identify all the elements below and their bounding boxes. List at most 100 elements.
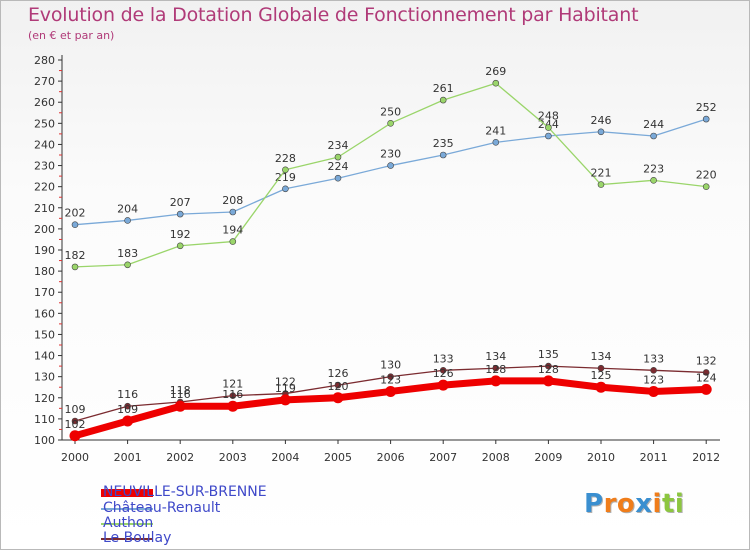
data-point bbox=[282, 185, 289, 193]
y-tick-label: 110 bbox=[34, 413, 55, 426]
y-tick-label: 100 bbox=[34, 434, 55, 447]
data-label: 250 bbox=[380, 105, 401, 118]
legend-label-le-boulay: Le Boulay bbox=[103, 530, 172, 546]
x-tick-label: 2005 bbox=[324, 451, 352, 464]
data-point bbox=[387, 120, 394, 127]
data-label: 248 bbox=[538, 110, 559, 123]
data-point bbox=[332, 392, 344, 404]
data-point bbox=[702, 115, 710, 123]
logo-letter: t bbox=[661, 489, 675, 519]
x-tick-label: 2012 bbox=[692, 451, 720, 464]
data-label: 194 bbox=[222, 224, 243, 237]
data-point bbox=[71, 263, 79, 271]
data-point bbox=[439, 151, 447, 159]
data-point bbox=[650, 132, 657, 140]
x-tick-label: 2003 bbox=[219, 451, 247, 464]
data-point bbox=[122, 415, 134, 427]
data-point bbox=[124, 402, 131, 410]
data-label: 135 bbox=[538, 348, 559, 361]
data-label: 202 bbox=[65, 207, 86, 220]
y-tick-label: 180 bbox=[34, 265, 55, 278]
data-label: 244 bbox=[643, 118, 664, 131]
x-tick-label: 2006 bbox=[377, 451, 405, 464]
data-label: 126 bbox=[433, 367, 454, 380]
data-label: 125 bbox=[591, 369, 612, 382]
data-label: 183 bbox=[117, 247, 138, 260]
data-label: 102 bbox=[65, 418, 86, 431]
data-point bbox=[492, 139, 500, 146]
legend-swatch-le-boulay bbox=[101, 538, 153, 540]
data-label: 134 bbox=[591, 350, 612, 363]
data-label: 235 bbox=[433, 137, 454, 150]
data-label: 123 bbox=[643, 373, 664, 386]
y-tick-label: 220 bbox=[34, 181, 55, 194]
data-label: 116 bbox=[222, 388, 243, 401]
y-tick-label: 240 bbox=[34, 138, 55, 151]
x-tick-label: 2008 bbox=[482, 451, 510, 464]
data-label: 120 bbox=[328, 380, 349, 393]
y-tick-label: 130 bbox=[34, 371, 55, 384]
data-label: 109 bbox=[65, 403, 86, 416]
chart-subtitle: (en € et par an) bbox=[28, 29, 115, 42]
data-label: 121 bbox=[222, 378, 243, 391]
x-tick-label: 2009 bbox=[534, 451, 562, 464]
data-point bbox=[439, 367, 447, 374]
data-point bbox=[490, 375, 502, 387]
y-tick-label: 210 bbox=[34, 202, 55, 215]
x-tick-label: 2001 bbox=[114, 451, 142, 464]
logo-letter: i bbox=[674, 489, 685, 519]
data-point bbox=[650, 177, 657, 184]
logo-letter: P bbox=[584, 489, 604, 519]
data-point bbox=[595, 381, 607, 393]
data-label: 118 bbox=[170, 384, 191, 397]
data-point bbox=[387, 162, 394, 169]
data-point bbox=[176, 242, 184, 250]
data-label: 246 bbox=[591, 114, 612, 127]
data-label: 221 bbox=[591, 167, 612, 180]
y-tick-label: 170 bbox=[34, 286, 55, 299]
data-point bbox=[227, 400, 239, 412]
x-tick-label: 2011 bbox=[640, 451, 668, 464]
data-point bbox=[124, 217, 131, 224]
data-label: 223 bbox=[643, 162, 664, 175]
data-point bbox=[334, 174, 342, 182]
data-label: 230 bbox=[380, 148, 401, 161]
y-tick-label: 150 bbox=[34, 328, 55, 341]
data-label: 207 bbox=[170, 196, 191, 209]
data-point bbox=[174, 400, 186, 412]
data-label: 228 bbox=[275, 152, 296, 165]
legend-swatch-chateau-renault bbox=[101, 508, 153, 510]
data-point bbox=[282, 166, 289, 174]
data-point bbox=[702, 183, 710, 190]
legend-label-chateau-renault: Château-Renault bbox=[103, 500, 221, 516]
data-point bbox=[439, 96, 447, 104]
data-label: 122 bbox=[275, 376, 296, 389]
data-point bbox=[542, 375, 554, 387]
y-tick-label: 120 bbox=[34, 392, 55, 405]
data-point bbox=[492, 79, 500, 87]
data-point bbox=[545, 362, 552, 370]
data-point bbox=[597, 364, 605, 372]
data-label: 116 bbox=[170, 388, 191, 401]
data-point bbox=[71, 417, 79, 425]
data-point bbox=[597, 128, 605, 136]
x-tick-label: 2002 bbox=[166, 451, 194, 464]
data-label: 252 bbox=[696, 101, 717, 114]
y-tick-label: 190 bbox=[34, 244, 55, 257]
data-label: 224 bbox=[328, 160, 349, 173]
data-label: 133 bbox=[643, 352, 664, 365]
data-label: 219 bbox=[275, 171, 296, 184]
y-tick-label: 160 bbox=[34, 307, 55, 320]
x-tick-label: 2010 bbox=[587, 451, 615, 464]
y-tick-label: 200 bbox=[34, 223, 55, 236]
y-tick-label: 230 bbox=[34, 160, 55, 173]
logo-letter: r bbox=[603, 489, 617, 519]
data-label: 116 bbox=[117, 388, 138, 401]
data-point bbox=[492, 364, 500, 372]
logo-letter: x bbox=[635, 489, 653, 519]
data-label: 128 bbox=[485, 363, 506, 376]
data-label: 234 bbox=[328, 139, 349, 152]
y-tick-label: 270 bbox=[34, 75, 55, 88]
